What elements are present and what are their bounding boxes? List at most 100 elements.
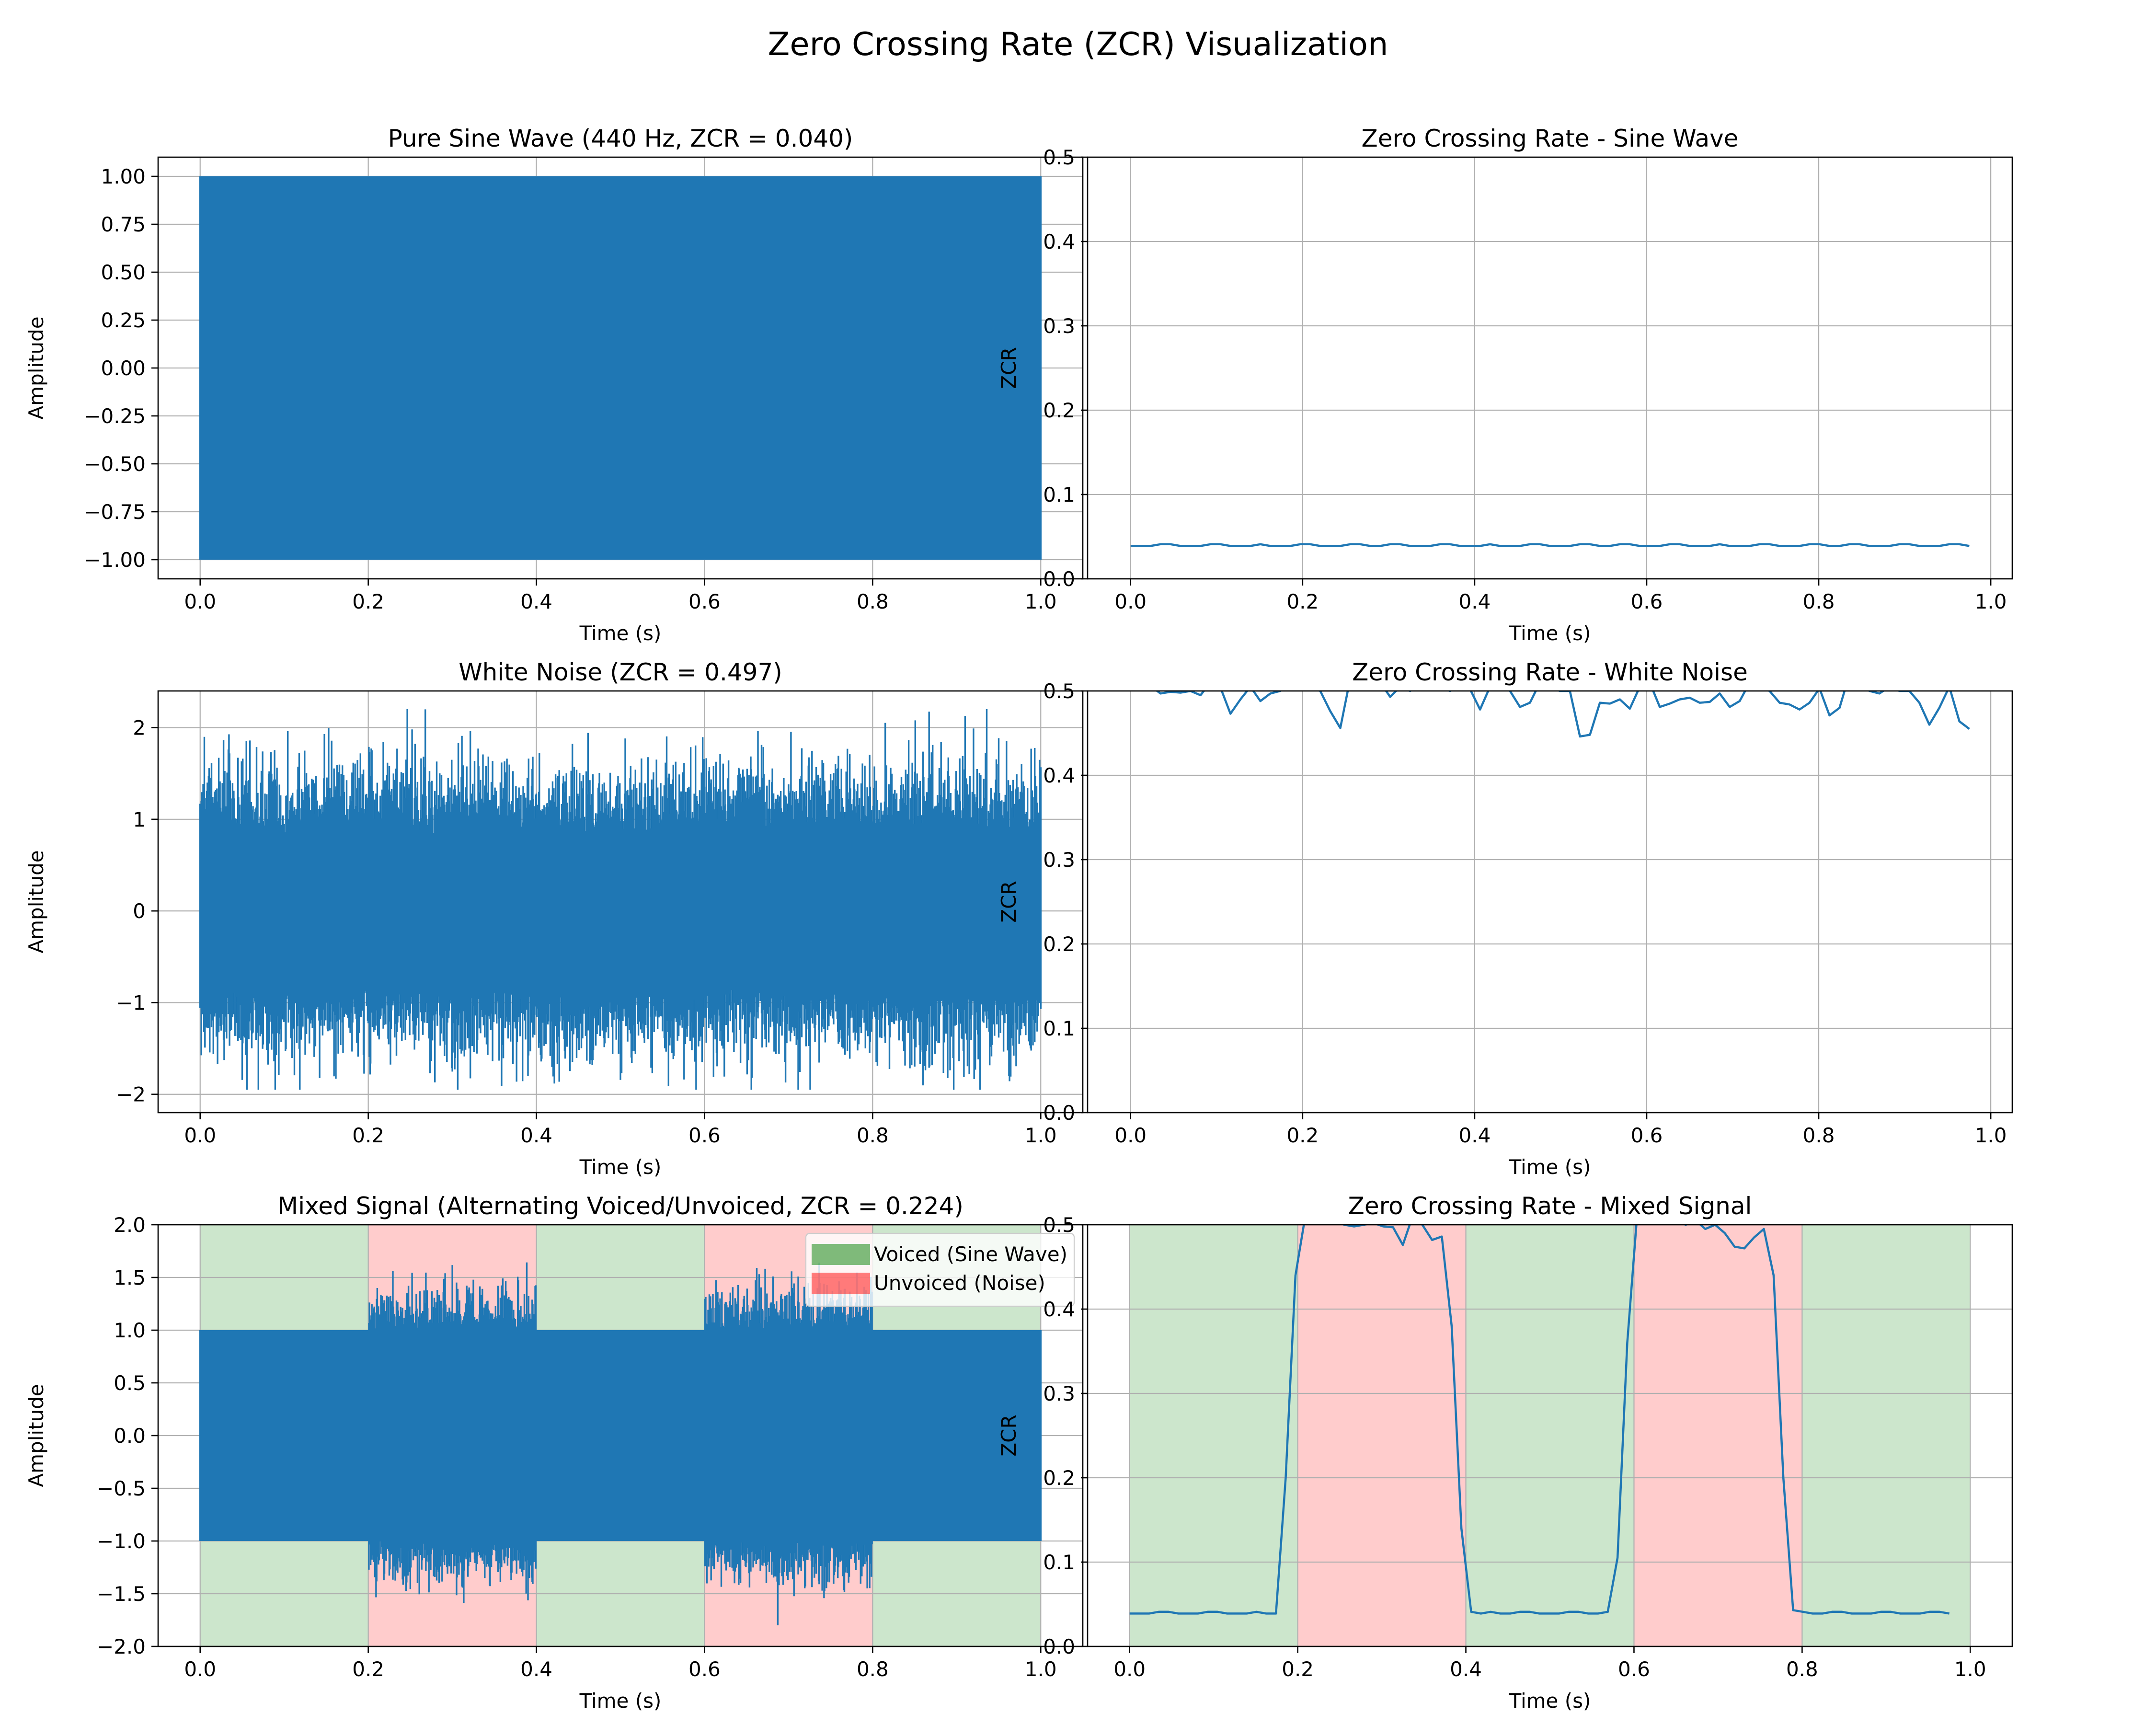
x-tick-label: 0.6 [688,590,721,613]
x-tick-label: 0.0 [1114,1124,1147,1147]
subplot-title: Mixed Signal (Alternating Voiced/Unvoice… [277,1192,963,1220]
x-tick-label: 0.6 [1618,1657,1650,1681]
y-tick-label: 0.4 [1043,230,1075,253]
x-tick-label: 0.0 [184,1657,216,1681]
y-tick-label: 0.0 [1043,1635,1075,1658]
y-tick-label: 0.2 [1043,1466,1075,1490]
y-tick-label: 1.00 [101,165,146,188]
y-tick-label: 1 [133,808,146,831]
y-tick-label: 2 [133,716,146,740]
subplot-zcr-sine: 0.0 0.2 0.4 0.6 0.8 1.00.00.10.20.30.40.5Zero… [997,125,2013,645]
x-tick-label: 0.2 [352,590,384,613]
y-tick-label: −1.0 [97,1530,146,1553]
x-tick-label: 0.2 [1286,590,1319,613]
y-tick-label: 1.5 [114,1266,146,1289]
x-tick-label: 1.0 [1975,1124,2007,1147]
subplot-zcr-mixed: 0.0 0.2 0.4 0.6 0.8 1.00.00.10.20.30.40.5Zero… [997,1192,2013,1713]
y-tick-label: 0.3 [1043,848,1075,872]
x-tick-label: 0.8 [1786,1657,1818,1681]
y-tick-label: −0.50 [84,452,146,476]
y-tick-label: −2.0 [97,1635,146,1658]
y-axis-label: Amplitude [24,1384,48,1487]
y-tick-label: −0.5 [97,1477,146,1500]
x-tick-label: 0.8 [1803,590,1835,613]
subplot-title: White Noise (ZCR = 0.497) [459,658,782,686]
subplot-title: Zero Crossing Rate - Sine Wave [1362,125,1739,152]
x-tick-label: 0.0 [1114,590,1147,613]
subplot-white-noise: 0.0 0.2 0.4 0.6 0.8 1.0 2 1 0 −1 −2 White Noise (ZC… [24,658,1084,1179]
y-tick-label: 0.0 [1043,567,1075,591]
y-tick-label: −1.00 [84,548,146,572]
y-tick-label: 0.0 [1043,1101,1075,1125]
y-tick-label: 0.1 [1043,483,1075,506]
y-tick-label: 0.25 [101,309,146,332]
x-tick-label: 0.0 [184,1124,216,1147]
y-axis-label: Amplitude [24,850,48,953]
voiced-region [1466,1225,1634,1646]
subplot-zcr-noise: 0.0 0.2 0.4 0.6 0.8 1.00.00.10.20.30.40.5Zero… [997,658,2013,1179]
x-tick-label: 1.0 [1954,1657,1986,1681]
axes-frame [1087,1224,2013,1647]
x-tick-label: 0.0 [184,590,216,613]
x-tick-label: 0.6 [1631,1124,1663,1147]
signal-waveform [199,1262,1042,1625]
y-axis-label: ZCR [997,347,1021,389]
axes-frame [1087,690,2013,1114]
subplot-mixed-signal: 0.0 0.2 0.4 0.6 0.8 1.0 2.0 1.5 1.0 0.5 0.0 −0.5 −1.… [24,1192,1084,1713]
x-tick-label: 0.4 [1459,590,1491,613]
legend-label-voiced: Voiced (Sine Wave) [874,1242,1067,1266]
zcr-series-line [1155,691,1970,738]
unvoiced-region [1297,1225,1466,1646]
y-tick-label: 1.0 [114,1319,146,1342]
y-tick-label: 0 [133,899,146,923]
y-axis-label: ZCR [997,1414,1021,1456]
y-tick-label: 0.2 [1043,932,1075,956]
y-tick-label: 0.3 [1043,314,1075,338]
y-tick-label: 0.3 [1043,1382,1075,1405]
y-tick-label: 0.5 [1043,146,1075,169]
x-tick-label: 0.4 [520,590,552,613]
x-tick-label: 0.8 [857,1657,889,1681]
legend: Voiced (Sine Wave) Unvoiced (Noise) [805,1232,1075,1307]
y-tick-label: 0.2 [1043,399,1075,422]
y-tick-label: 2.0 [114,1213,146,1237]
voiced-region [1129,1225,1298,1646]
x-tick-label: 0.4 [1459,1124,1491,1147]
x-tick-label: 0.6 [1631,590,1663,613]
subplot-title: Zero Crossing Rate - Mixed Signal [1348,1192,1752,1220]
zcr-series-line [1130,543,1970,547]
voiced-region [1802,1225,1971,1646]
y-tick-label: 0.50 [101,261,146,284]
y-tick-label: 0.1 [1043,1017,1075,1040]
y-axis-label: ZCR [997,881,1021,922]
signal-waveform [199,709,1042,1090]
subplot-title: Zero Crossing Rate - White Noise [1352,658,1748,686]
x-tick-label: 1.0 [1025,590,1057,613]
x-tick-label: 0.2 [1282,1657,1314,1681]
legend-swatch-unvoiced [812,1273,870,1294]
x-tick-label: 1.0 [1025,1124,1057,1147]
x-tick-label: 0.6 [688,1124,721,1147]
x-tick-label: 0.2 [352,1124,384,1147]
y-tick-label: −0.75 [84,500,146,524]
y-tick-label: 0.4 [1043,1298,1075,1321]
subplot-title: Pure Sine Wave (440 Hz, ZCR = 0.040) [388,125,853,152]
x-axis-label: Time (s) [1509,1689,1591,1713]
x-tick-label: 0.2 [352,1657,384,1681]
y-tick-label: 0.75 [101,213,146,236]
y-axis-label: Amplitude [24,316,48,419]
figure-title: Zero Crossing Rate (ZCR) Visualization [768,25,1388,63]
x-tick-label: 0.2 [1286,1124,1319,1147]
x-tick-label: 0.4 [520,1124,552,1147]
x-tick-label: 0.4 [520,1657,552,1681]
y-tick-label: 0.5 [1043,1213,1075,1237]
x-tick-label: 0.8 [857,590,889,613]
x-tick-label: 1.0 [1025,1657,1057,1681]
x-axis-label: Time (s) [1509,621,1591,645]
x-tick-label: 0.0 [1113,1657,1146,1681]
y-tick-label: 0.0 [114,1424,146,1448]
legend-swatch-voiced [812,1244,870,1265]
axes-frame [1087,156,2013,580]
zcr-series-line [1129,1225,1950,1615]
